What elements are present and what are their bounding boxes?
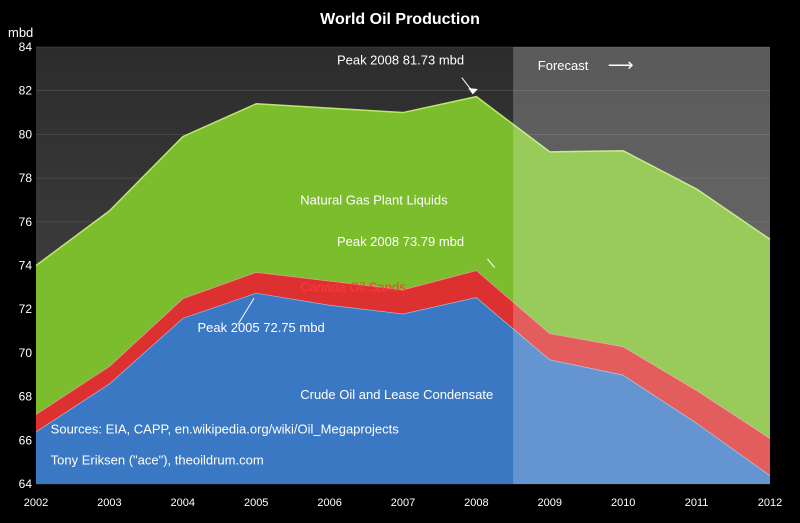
peak-annotation-total: Peak 2008 81.73 mbd	[337, 52, 464, 67]
x-tick-label: 2005	[244, 497, 268, 509]
y-tick-label: 66	[19, 433, 33, 447]
x-tick-label: 2007	[391, 497, 415, 509]
y-tick-label: 84	[19, 40, 33, 54]
y-tick-label: 74	[19, 259, 33, 273]
series-label-oil-sands: Canada Oil Sands	[300, 280, 406, 295]
peak-annotation-crude: Peak 2005 72.75 mbd	[197, 320, 324, 335]
x-tick-label: 2002	[24, 497, 48, 509]
y-tick-label: 70	[19, 346, 33, 360]
y-tick-label: 78	[19, 171, 33, 185]
y-tick-label: 80	[19, 127, 33, 141]
stacked-areas	[35, 95, 771, 484]
author-credit-line: Tony Eriksen ("ace"), theoildrum.com	[51, 452, 264, 467]
annotation-arrow	[487, 258, 496, 269]
forecast-label: Forecast	[538, 58, 589, 73]
x-tick-label: 2011	[685, 497, 709, 509]
x-tick-label: 2009	[538, 497, 562, 509]
annotation-arrow	[237, 298, 255, 325]
forecast-arrow-icon: ⟶	[608, 55, 634, 75]
y-tick-label: 72	[19, 302, 33, 316]
x-tick-label: 2004	[171, 497, 195, 509]
series-label-ngpl: Natural Gas Plant Liquids	[300, 192, 448, 207]
x-tick-label: 2008	[464, 497, 488, 509]
peak-annotation-oil-sands: Peak 2008 73.79 mbd	[337, 234, 464, 249]
x-tick-label: 2012	[758, 497, 782, 509]
annotation-arrowhead	[468, 88, 478, 95]
peak-annotations: Peak 2008 81.73 mbd Peak 2008 73.79 mbd …	[197, 52, 496, 335]
area-series-2	[36, 96, 770, 439]
series-label-crude: Crude Oil and Lease Condensate	[300, 387, 493, 402]
area-series-0	[36, 292, 770, 484]
y-axis-label: mbd	[8, 25, 33, 40]
x-tick-label: 2006	[317, 497, 341, 509]
sources-line: Sources: EIA, CAPP, en.wikipedia.org/wik…	[51, 422, 400, 437]
area-series-1	[36, 270, 770, 476]
y-tick-label: 82	[19, 84, 33, 98]
x-tick-label: 2003	[97, 497, 121, 509]
forecast-region	[513, 47, 770, 484]
y-tick-label: 64	[19, 477, 33, 491]
y-tick-label: 68	[19, 390, 33, 404]
area-edge-2	[35, 95, 771, 267]
chart-title: World Oil Production	[320, 11, 480, 28]
y-tick-label: 76	[19, 215, 33, 229]
axes: 64 66 68 70 72 74 76 78 80 82 84 2002 2003 2004 2005 20…	[19, 40, 783, 509]
x-tick-label: 2010	[611, 497, 635, 509]
